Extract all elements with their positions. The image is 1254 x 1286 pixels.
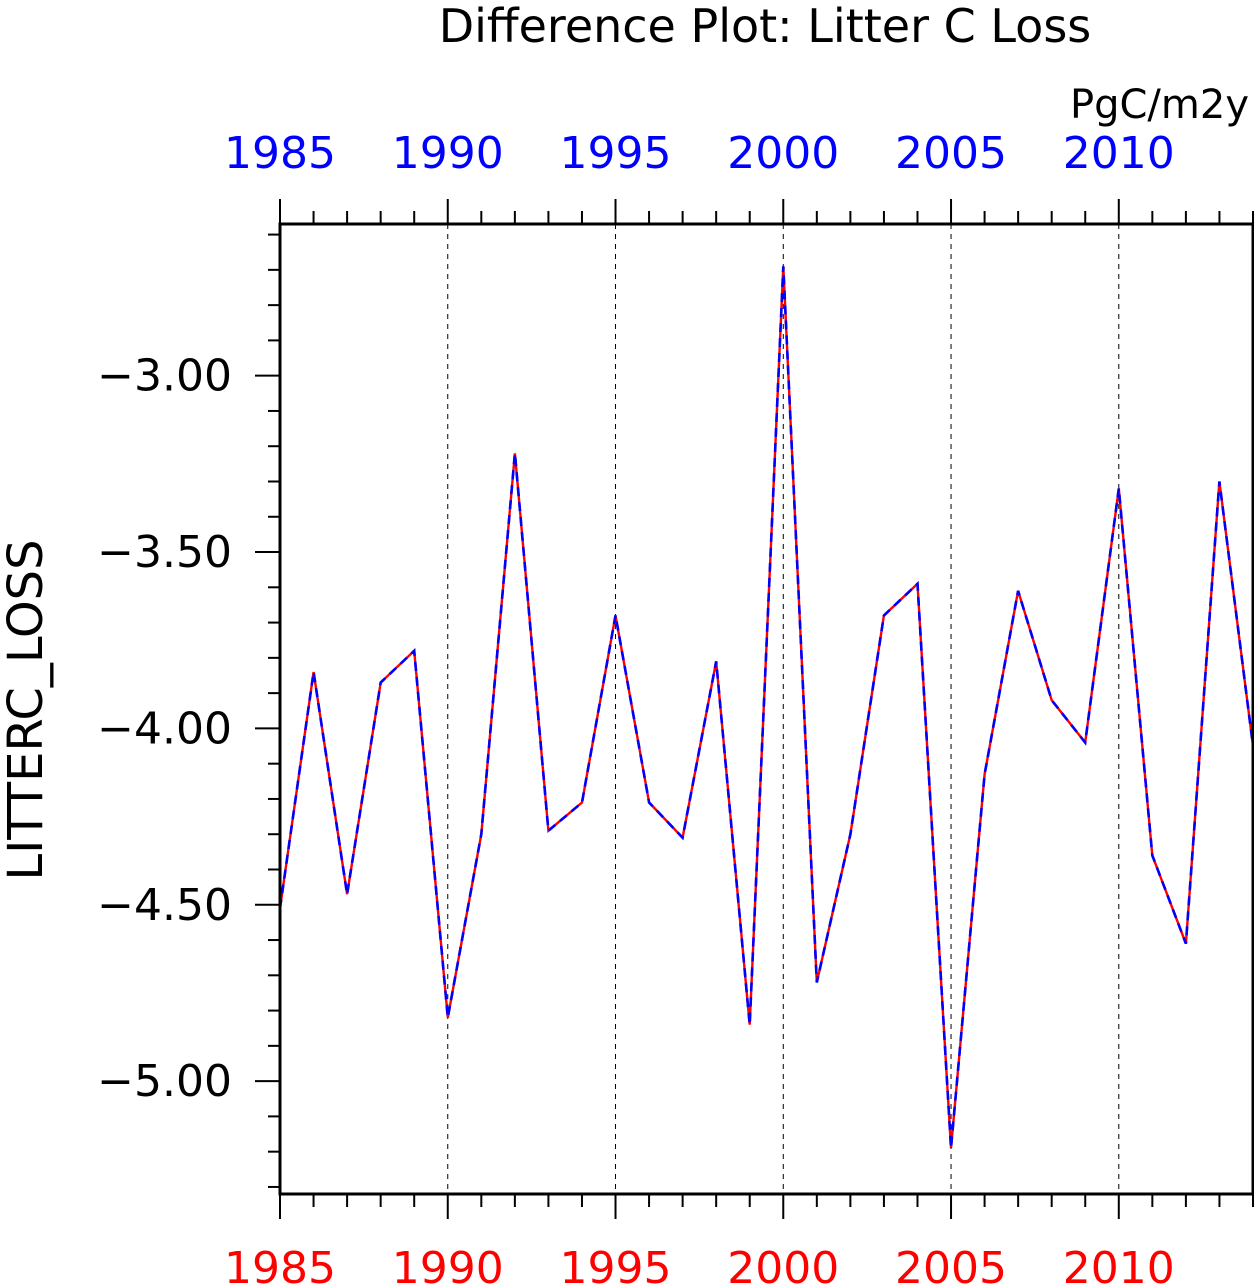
plot-frame: [278, 222, 1254, 1196]
x-tick-label-top: 2005: [895, 128, 1007, 179]
axis-ticks: [255, 199, 1254, 1219]
x-tick-label-top: 1985: [224, 128, 336, 179]
x-tick-label-bottom: 1985: [224, 1243, 336, 1286]
x-tick-label-bottom: 1995: [560, 1243, 672, 1286]
x-tick-label-bottom: 2005: [895, 1243, 1007, 1286]
y-tick-label: −3.50: [97, 527, 232, 578]
x-tick-label-top: 2010: [1063, 128, 1175, 179]
chart-title: Difference Plot: Litter C Loss: [439, 0, 1092, 53]
x-tick-label-top: 1990: [392, 128, 504, 179]
series-line-2: [278, 266, 1254, 1149]
grid-lines: [447, 224, 1120, 1194]
x-tick-label-bottom: 2000: [727, 1243, 839, 1286]
tick-labels: 1985 1985 1990 1990 1995 1995 2000 2000 2005 2005…: [97, 128, 1175, 1286]
x-tick-label-top: 1995: [560, 128, 672, 179]
x-tick-label-bottom: 2010: [1063, 1243, 1175, 1286]
x-tick-label-top: 2000: [727, 128, 839, 179]
y-tick-label: −3.00: [97, 351, 232, 402]
series-group: [278, 266, 1254, 1149]
units-label: PgC/m2y: [1070, 82, 1249, 128]
y-axis-label: LITTERC_LOSS: [0, 539, 54, 880]
x-tick-label-bottom: 1990: [392, 1243, 504, 1286]
y-tick-label: −4.50: [97, 880, 232, 931]
y-tick-label: −4.00: [97, 703, 232, 754]
y-tick-label: −5.00: [97, 1056, 232, 1107]
series-line-1: [278, 266, 1254, 1149]
